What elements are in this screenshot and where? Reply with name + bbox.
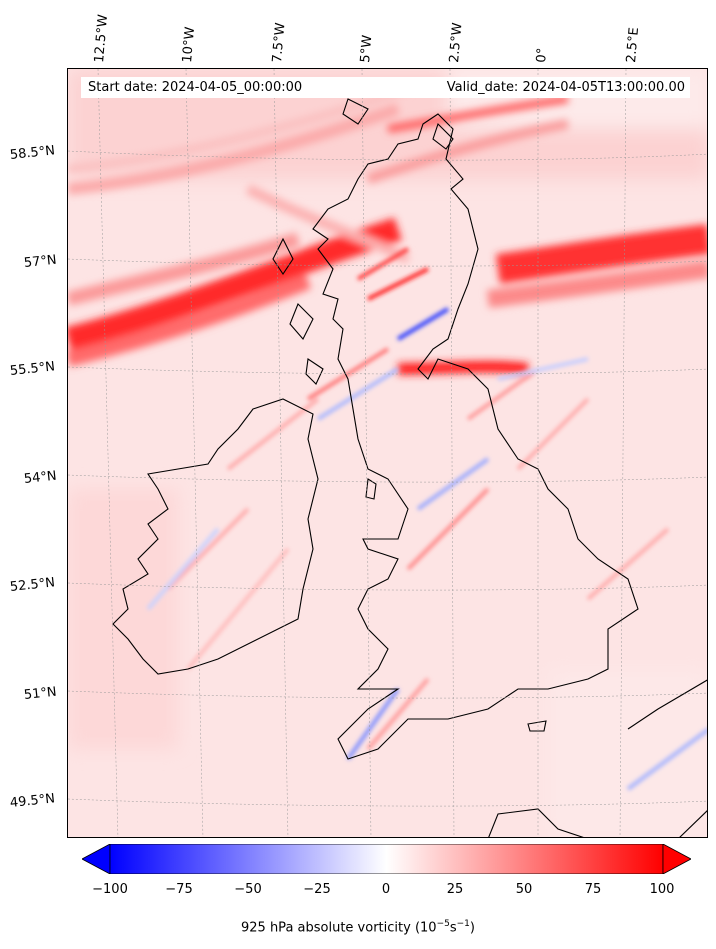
map-canvas	[68, 69, 707, 837]
gravity-wave-streaks	[146, 247, 707, 791]
colorbar-tick: 100	[649, 882, 675, 897]
graticule	[68, 69, 707, 837]
vorticity-map	[67, 68, 708, 838]
lon-label-2-5e: 2.5°E	[624, 26, 643, 64]
lat-label-55-5n: 55.5°N	[9, 359, 56, 379]
colorbar-gradient	[109, 844, 664, 874]
lon-label-5w: 5°W	[358, 34, 376, 64]
colorbar-tick: 25	[446, 882, 464, 897]
info-bar: Start date: 2024-04-05_00:00:00 Valid_da…	[81, 77, 690, 98]
lon-label-12-5w: 12.5°W	[92, 13, 112, 64]
valid-date-label: Valid_date: 2024-04-05T13:00:00.00	[446, 80, 685, 95]
lon-label-7-5w: 7.5°W	[270, 22, 289, 64]
colorbar-max-extend	[662, 844, 691, 874]
colorbar-tick: −50	[234, 882, 262, 897]
colorbar	[82, 844, 691, 874]
colorbar-min-extend	[82, 844, 111, 874]
lat-label-58-5n: 58.5°N	[9, 143, 56, 163]
colorbar-tick: −75	[165, 882, 193, 897]
lon-label-2-5w: 2.5°W	[447, 22, 466, 64]
lon-label-10w: 10°W	[180, 26, 199, 64]
vorticity-band	[68, 85, 707, 375]
colorbar-tick: −25	[303, 882, 331, 897]
colorbar-tick: 50	[515, 882, 533, 897]
colorbar-tick: 0	[381, 882, 391, 897]
colorbar-tick: −100	[92, 882, 128, 897]
colorbar-tick: 75	[584, 882, 602, 897]
start-date-label: Start date: 2024-04-05_00:00:00	[88, 80, 303, 95]
lat-label-57n: 57°N	[23, 252, 58, 271]
lat-label-54n: 54°N	[23, 468, 58, 487]
lon-label-0: 0°	[534, 47, 551, 64]
lat-label-51n: 51°N	[23, 684, 58, 703]
lat-label-52-5n: 52.5°N	[9, 575, 56, 595]
colorbar-label: 925 hPa absolute vorticity (10−5s−1)	[241, 919, 475, 936]
lat-label-49-5n: 49.5°N	[9, 791, 56, 811]
